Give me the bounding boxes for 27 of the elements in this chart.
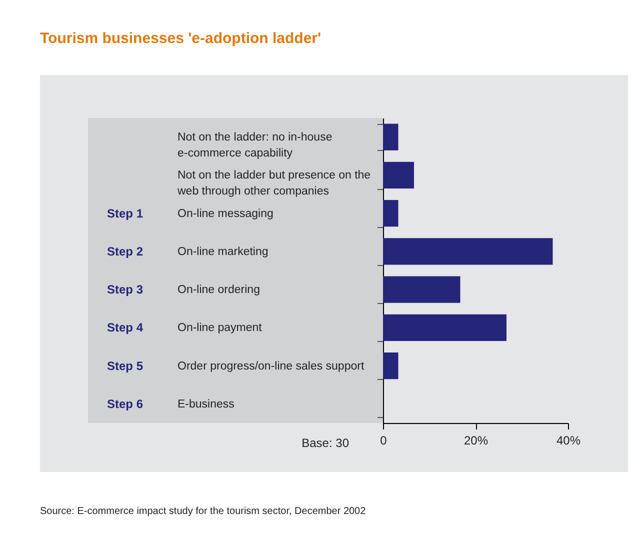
y-tick-label: On-line marketing — [178, 246, 268, 258]
y-tick-label: Order progress/on-line sales support — [178, 360, 365, 372]
text: Step 5 — [107, 358, 144, 373]
y-tick-label: On-line messaging — [178, 208, 274, 220]
bar — [383, 352, 398, 380]
source-note: Source: E-commerce impact study for the tourism sector, December 2002 — [40, 506, 366, 517]
bar — [383, 162, 414, 189]
text: Tourism businesses 'e-adoption ladder' — [40, 30, 322, 47]
text: Step 2 — [107, 244, 144, 258]
text: Base: 30 — [302, 436, 350, 450]
text: Step 1 — [107, 206, 144, 220]
bar — [383, 276, 460, 303]
y-tick-label: E-business — [178, 398, 235, 410]
y-tick-label: Not on the ladder: no in-house e-commerce capability — [178, 132, 332, 160]
text: Step 6 — [107, 396, 144, 411]
y-tick-label: On-line payment — [178, 322, 263, 334]
x-tick-label: 40% — [556, 434, 581, 448]
x-tick-label: 0 — [380, 434, 388, 448]
bar — [383, 314, 506, 342]
bar — [383, 124, 398, 150]
bar — [383, 200, 398, 227]
x-tick-label: 20% — [464, 434, 488, 448]
text: Step 4 — [107, 320, 144, 335]
text: Step 3 — [107, 282, 144, 297]
y-tick-label: Not on the ladder but presence on the web through other companies — [176, 170, 371, 198]
y-tick-label: On-line ordering — [178, 284, 260, 296]
bar — [383, 238, 553, 265]
